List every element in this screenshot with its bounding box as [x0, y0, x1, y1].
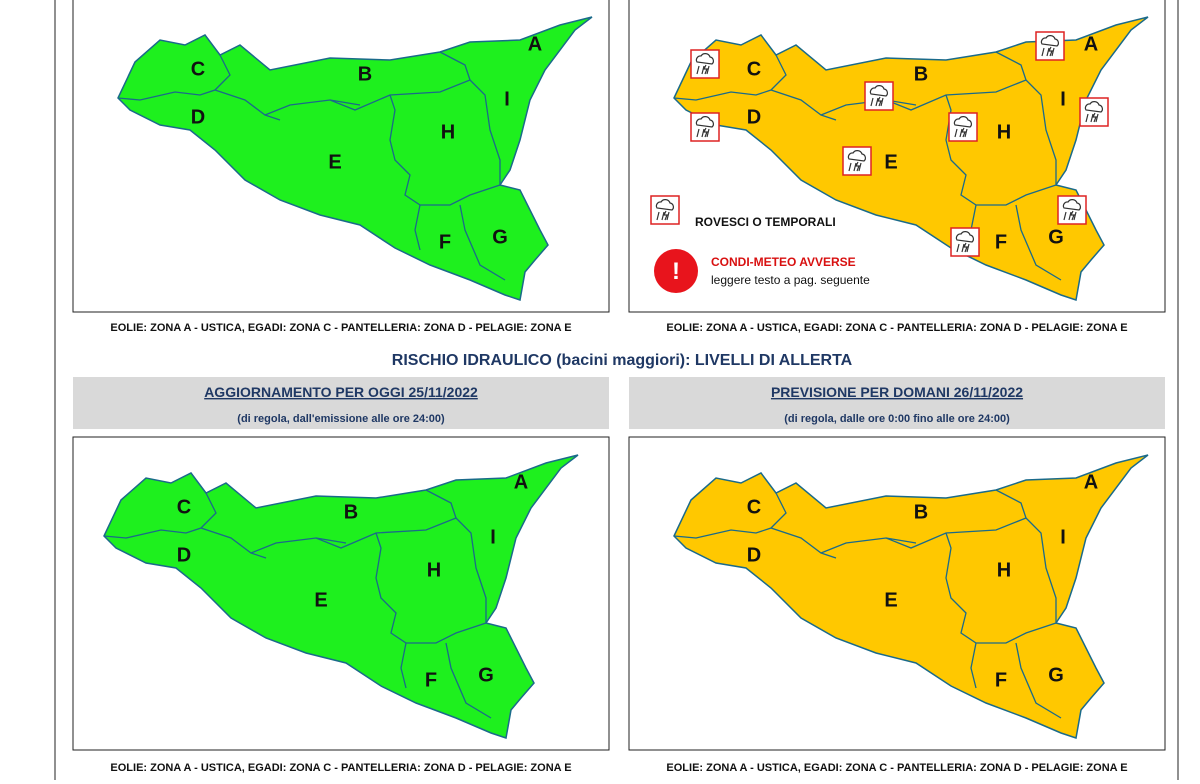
zone-label: C	[747, 496, 761, 518]
zone-label: E	[884, 589, 897, 611]
zone-label: C	[191, 58, 205, 80]
section-title: RISCHIO IDRAULICO (bacini maggiori): LIV…	[392, 352, 853, 369]
panel-heading: PREVISIONE PER DOMANI 26/11/2022	[771, 384, 1023, 400]
map-footer: EOLIE: ZONA A - USTICA, EGADI: ZONA C - …	[666, 762, 1127, 774]
warning-icon	[654, 249, 698, 293]
warning-mark: !	[672, 258, 680, 285]
zone-label: G	[1048, 226, 1064, 248]
zone-label: D	[747, 544, 761, 566]
map: A B C D E F G H I	[117, 16, 593, 301]
zone-label: F	[425, 669, 437, 691]
zone-label: G	[478, 664, 494, 686]
zone-label: B	[358, 63, 372, 85]
zone-label: I	[1060, 88, 1066, 110]
zone-label: H	[997, 559, 1011, 581]
zone-label: G	[1048, 664, 1064, 686]
zone-label: I	[1060, 526, 1066, 548]
panel-header	[73, 377, 609, 429]
zone-label: H	[997, 121, 1011, 143]
panel-subheading: (di regola, dalle ore 0:00 fino alle ore…	[784, 413, 1010, 425]
zone-label: G	[492, 226, 508, 248]
zone-label: F	[439, 231, 451, 253]
zone-label: A	[514, 471, 528, 493]
map: A B C D E F G H I	[103, 454, 579, 739]
zone-label: E	[884, 151, 897, 173]
map-footer: EOLIE: ZONA A - USTICA, EGADI: ZONA C - …	[110, 322, 571, 334]
zone-label: A	[1084, 471, 1098, 493]
map-footer: EOLIE: ZONA A - USTICA, EGADI: ZONA C - …	[666, 322, 1127, 334]
zone-label: B	[344, 501, 358, 523]
zone-label: A	[1084, 33, 1098, 55]
zone-label: C	[747, 58, 761, 80]
legend-storm: ROVESCI O TEMPORALI	[695, 215, 836, 229]
zone-label: E	[314, 589, 327, 611]
zone-label: B	[914, 501, 928, 523]
panel-heading: AGGIORNAMENTO PER OGGI 25/11/2022	[204, 384, 478, 400]
zone-label: I	[490, 526, 496, 548]
zone-label: D	[191, 106, 205, 128]
zone-label: D	[747, 106, 761, 128]
legend-warning-text: leggere testo a pag. seguente	[711, 273, 870, 287]
zone-label: B	[914, 63, 928, 85]
panel-header	[629, 377, 1165, 429]
zone-label: F	[995, 669, 1007, 691]
map-footer: EOLIE: ZONA A - USTICA, EGADI: ZONA C - …	[110, 762, 571, 774]
zone-label: E	[328, 151, 341, 173]
panel-subheading: (di regola, dall'emissione alle ore 24:0…	[237, 413, 445, 425]
zone-label: I	[504, 88, 510, 110]
zone-label: D	[177, 544, 191, 566]
legend-warning-title: CONDI-METEO AVVERSE	[711, 255, 856, 269]
zone-label: H	[427, 559, 441, 581]
zone-label: H	[441, 121, 455, 143]
zone-label: A	[528, 33, 542, 55]
zone-label: F	[995, 231, 1007, 253]
map: A B C D E F G H I	[673, 454, 1149, 739]
map: A B C D E F G H I	[673, 16, 1149, 301]
zone-label: C	[177, 496, 191, 518]
